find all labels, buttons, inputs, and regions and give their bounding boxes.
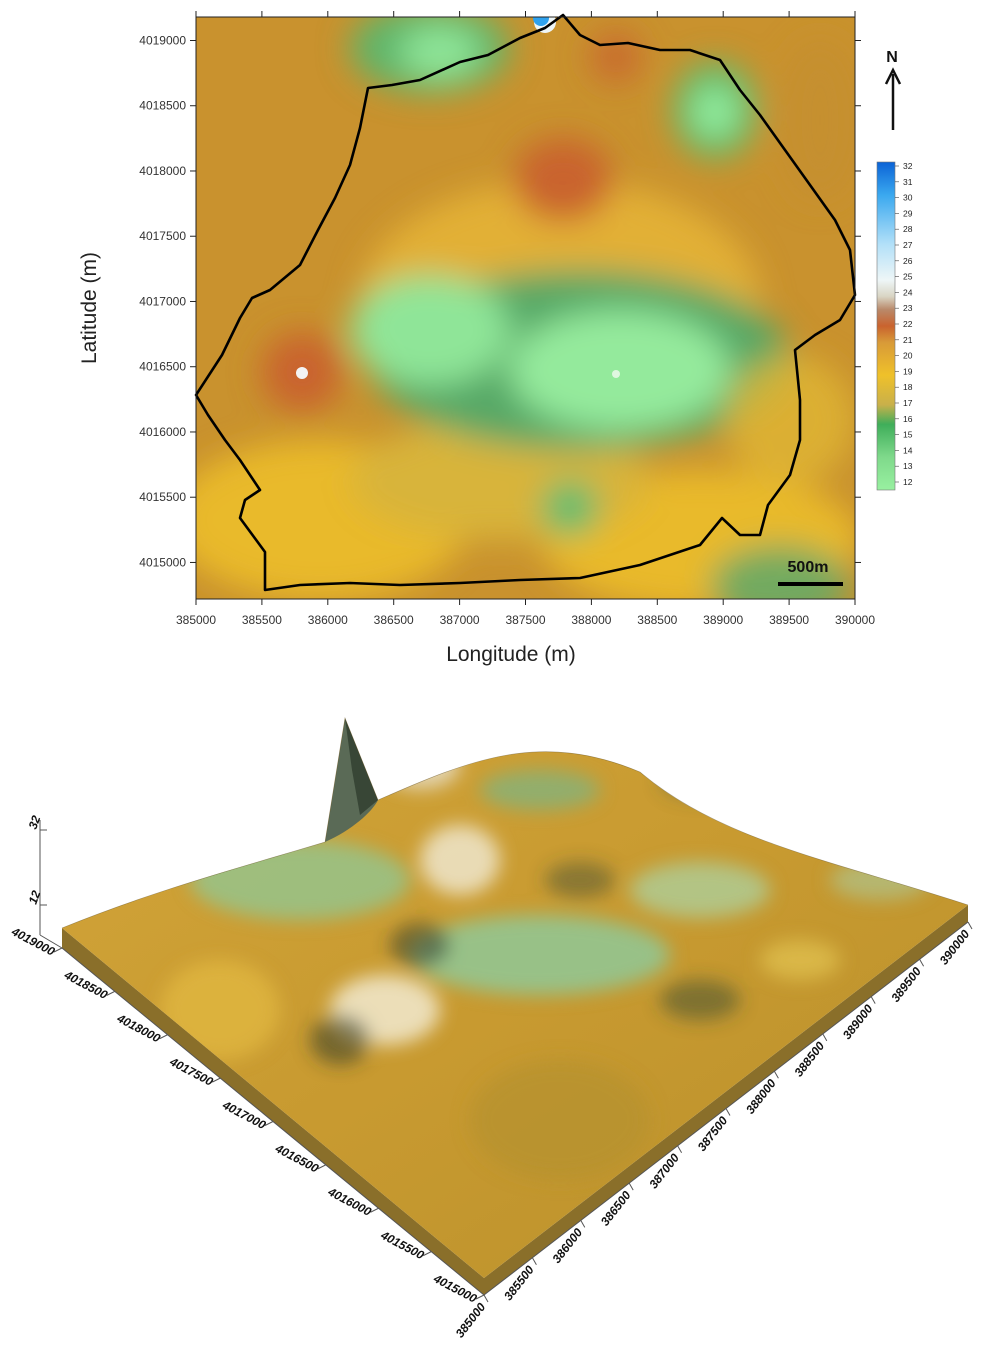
map-x-tick-label: 385500 (242, 613, 282, 627)
surface-y-tick (53, 947, 63, 953)
map-white-spot (296, 367, 308, 379)
x-axis-title: Longitude (m) (446, 643, 576, 666)
colorbar-label: 25 (903, 272, 913, 282)
surface-y-tick (159, 1034, 168, 1040)
colorbar-label: 23 (903, 303, 913, 313)
colorbar-label: 20 (903, 351, 913, 361)
surface-y-tick (264, 1121, 274, 1126)
map-y-tick-label: 4015000 (139, 555, 186, 569)
colorbar-label: 21 (903, 335, 913, 345)
map-x-tick-label: 389000 (703, 613, 743, 627)
colorbar-label: 13 (903, 461, 913, 471)
scale-bar-line (778, 582, 843, 586)
color-legend: 32 31 30 29 28 27 26 25 24 23 22 21 20 19 18 17 16 15 14 13… (876, 161, 913, 491)
surface-x-tick (531, 1257, 537, 1265)
surface-y-tick (423, 1251, 432, 1257)
study-area-boundary (194, 13, 857, 592)
surface-x-tick (677, 1145, 683, 1154)
surface-x-tick (628, 1182, 634, 1191)
map-x-tick-label: 385000 (176, 613, 216, 627)
map-y-tick-label: 4015500 (139, 490, 186, 504)
colorbar-label: 22 (903, 319, 913, 329)
map-y-tick-label: 4017000 (139, 294, 186, 308)
colorbar-label: 32 (903, 161, 913, 171)
surface-y-tick (475, 1294, 485, 1300)
map-anomaly-blobs (196, 17, 855, 599)
surface-y-tick (317, 1164, 326, 1170)
colorbar-label: 14 (903, 445, 913, 455)
colorbar-labels: 32 31 30 29 28 27 26 25 24 23 22 21 20 19 18 17 16 15 14 13… (895, 161, 913, 487)
map-x-tick-label: 387500 (505, 613, 545, 627)
surface-z-tick-label: 32 (26, 813, 44, 831)
surface-shading (62, 718, 968, 1278)
colorbar-label: 19 (903, 366, 913, 376)
map-x-tick-label: 390000 (835, 613, 875, 627)
colorbar-label: 30 (903, 193, 913, 203)
colorbar-label: 26 (903, 256, 913, 266)
map-x-tick-label: 386000 (308, 613, 348, 627)
surface-x-tick (773, 1070, 779, 1079)
map-y-tick-label: 4017500 (139, 229, 186, 243)
surface-top-edge (61, 716, 969, 929)
map-y-tick-label: 4018000 (139, 164, 186, 178)
map-x-tick-label: 389500 (769, 613, 809, 627)
map-y-tick-label: 4016500 (139, 360, 186, 374)
colorbar-label: 24 (903, 287, 913, 297)
north-arrow-head (884, 67, 902, 85)
colorbar-label: 27 (903, 240, 913, 250)
map-blue-peak (533, 17, 549, 26)
surface-x-tick (580, 1220, 586, 1228)
surface-y-tick (212, 1077, 221, 1083)
north-arrow: N (884, 49, 902, 130)
map-y-tick-label: 4019000 (139, 33, 186, 47)
colorbar-label: 16 (903, 414, 913, 424)
colorbar (876, 161, 896, 491)
map-color-field (196, 17, 855, 599)
colorbar-label: 31 (903, 177, 913, 187)
colorbar-label: 28 (903, 224, 913, 234)
map-x-tick-label: 388000 (571, 613, 611, 627)
surface-x-tick-label: 385000 (453, 1300, 489, 1340)
map-tick-marks (190, 11, 861, 605)
colorbar-label: 17 (903, 398, 913, 408)
map-x-tick-label: 387000 (440, 613, 480, 627)
map-y-tick-labels: 4019000 4018500 4018000 4017500 4017000 40165… (139, 33, 186, 569)
scale-bar-label: 500m (788, 559, 829, 576)
surface-x-tick (483, 1294, 489, 1303)
scale-bar: 500m (778, 559, 843, 586)
surface-x-tick (967, 921, 973, 930)
map-light-spot (612, 370, 620, 378)
surface-z-tick-labels: 32 12 (26, 813, 47, 906)
surface-x-tick (870, 996, 876, 1004)
map-y-tick-label: 4018500 (139, 99, 186, 113)
map-x-tick-label: 386500 (374, 613, 414, 627)
map-x-tick-labels: 385000 385500 386000 386500 387000 387500 3880… (176, 613, 875, 627)
colorbar-label: 29 (903, 208, 913, 218)
map-x-tick-label: 388500 (637, 613, 677, 627)
colorbar-label: 15 (903, 430, 913, 440)
map-y-tick-label: 4016000 (139, 425, 186, 439)
y-axis-title: Latitude (m) (78, 252, 101, 364)
surface-z-tick-label: 12 (26, 888, 44, 906)
surface-x-tick (725, 1108, 731, 1116)
colorbar-label: 12 (903, 477, 913, 487)
colorbar-label: 18 (903, 382, 913, 392)
surface-y-tick (106, 990, 115, 996)
surface-y-tick (370, 1207, 379, 1213)
north-label: N (886, 49, 898, 66)
surface-x-tick (822, 1033, 828, 1042)
surface-x-tick (919, 959, 925, 967)
